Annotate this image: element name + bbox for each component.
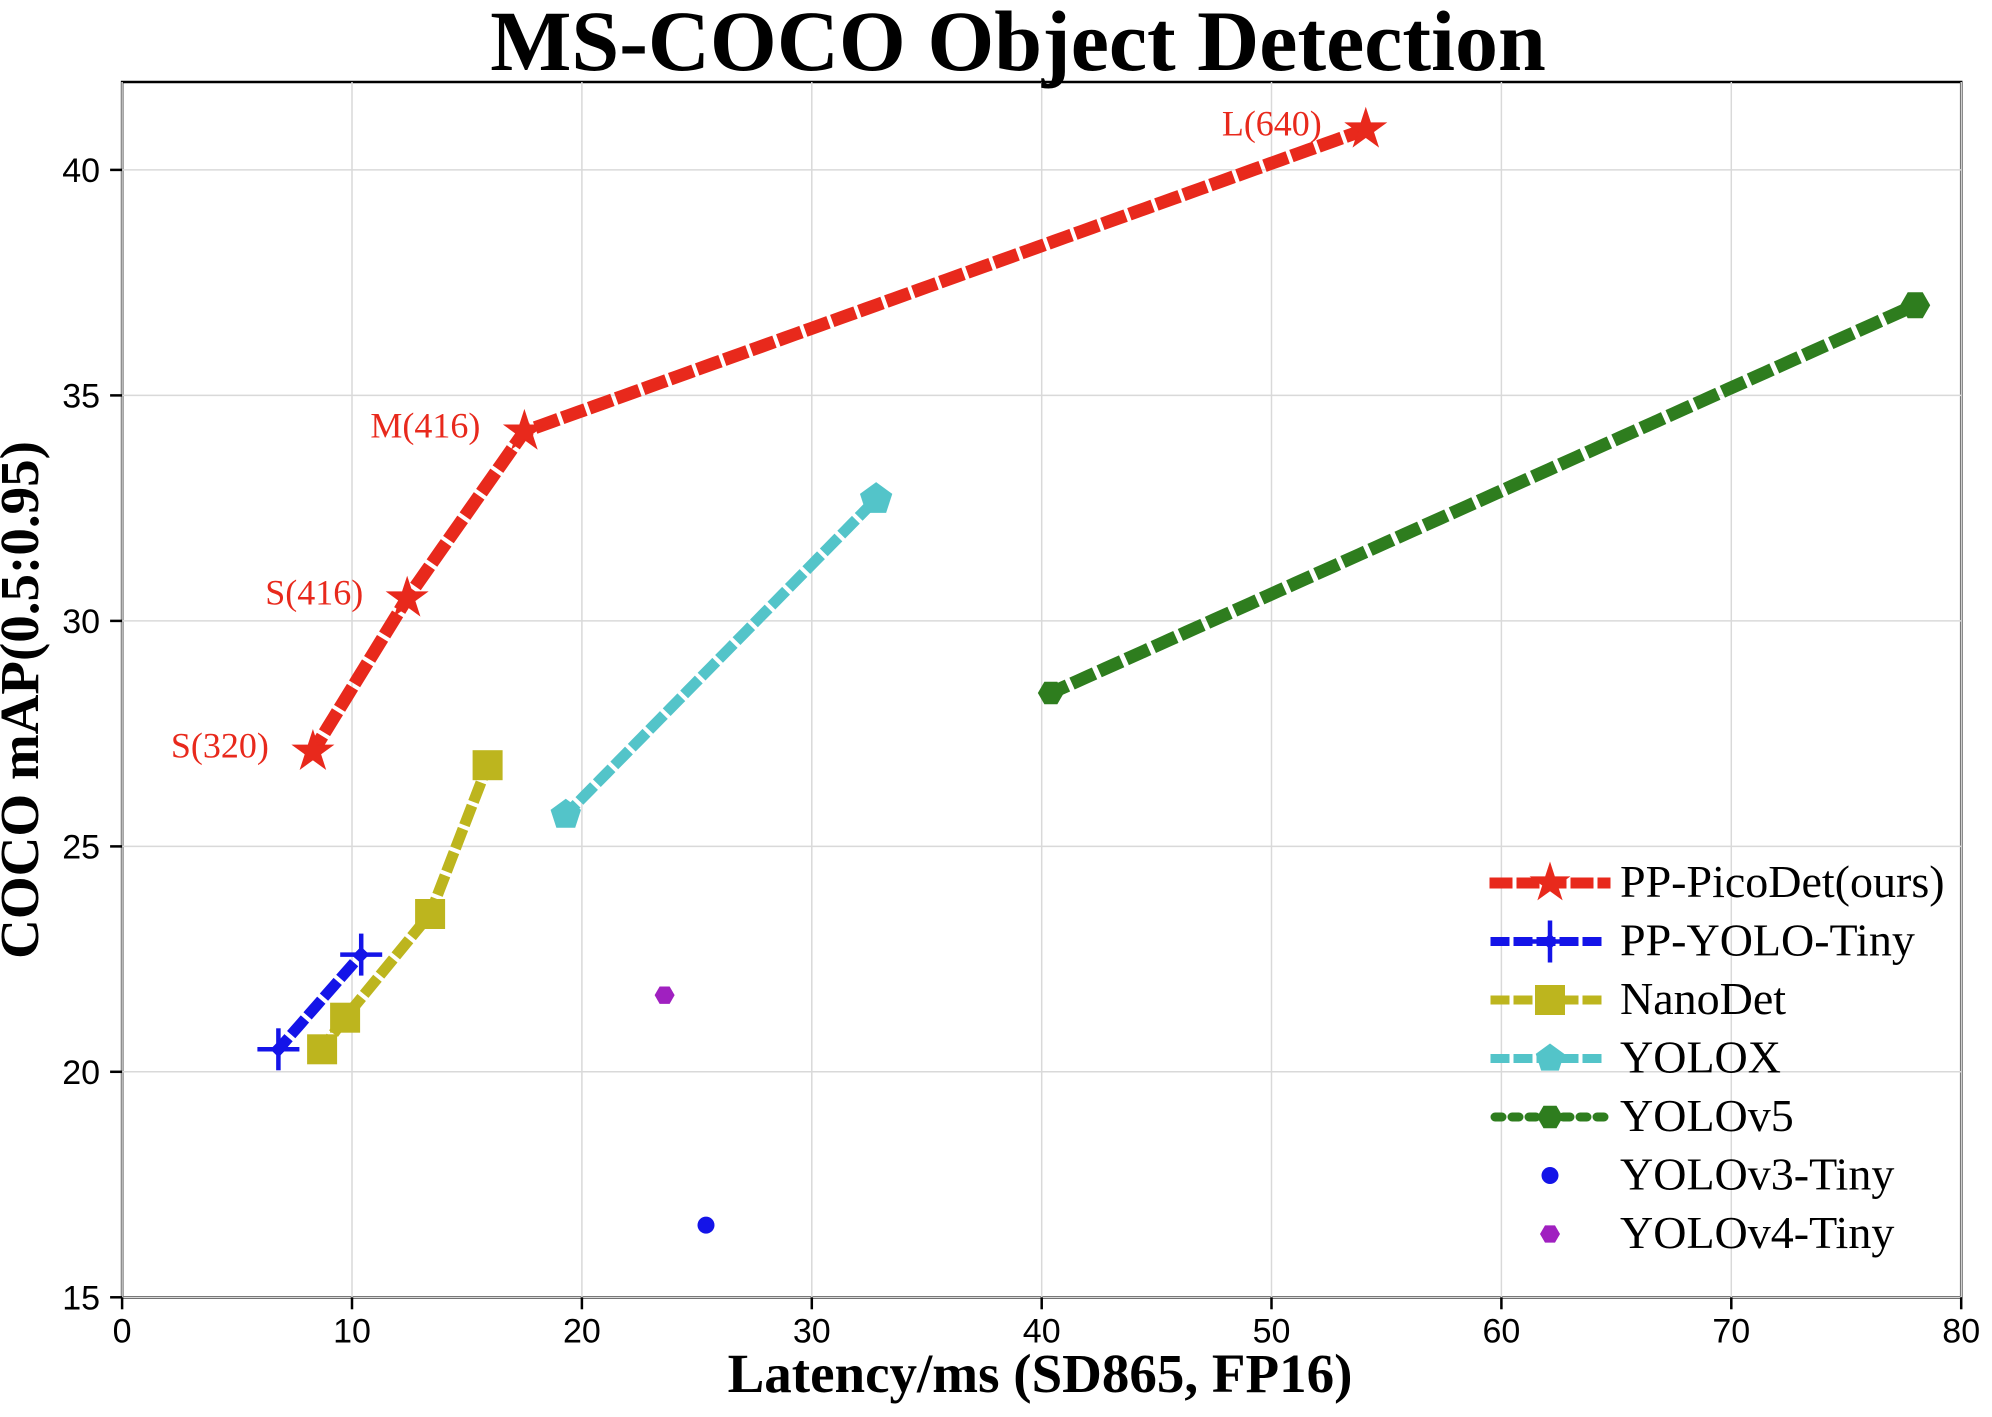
svg-text:YOLOX: YOLOX bbox=[1620, 1032, 1781, 1083]
svg-text:20: 20 bbox=[62, 1054, 100, 1092]
svg-text:M(416): M(416) bbox=[370, 406, 480, 446]
svg-text:PP-PicoDet(ours): PP-PicoDet(ours) bbox=[1620, 856, 1945, 907]
svg-text:S(416): S(416) bbox=[265, 572, 363, 612]
svg-text:70: 70 bbox=[1712, 1312, 1750, 1350]
svg-text:30: 30 bbox=[62, 603, 100, 641]
svg-text:YOLOv4-Tiny: YOLOv4-Tiny bbox=[1620, 1207, 1894, 1258]
svg-text:15: 15 bbox=[62, 1279, 100, 1317]
svg-text:S(320): S(320) bbox=[171, 726, 269, 766]
svg-text:YOLOv5: YOLOv5 bbox=[1620, 1090, 1794, 1141]
svg-text:35: 35 bbox=[62, 377, 100, 415]
svg-text:COCO mAP(0.5:0.95): COCO mAP(0.5:0.95) bbox=[0, 441, 50, 959]
svg-text:NanoDet: NanoDet bbox=[1620, 973, 1786, 1024]
svg-text:0: 0 bbox=[113, 1312, 132, 1350]
svg-text:40: 40 bbox=[62, 152, 100, 190]
svg-text:20: 20 bbox=[563, 1312, 601, 1350]
svg-text:25: 25 bbox=[62, 828, 100, 866]
svg-text:YOLOv3-Tiny: YOLOv3-Tiny bbox=[1620, 1149, 1894, 1200]
svg-text:Latency/ms (SD865, FP16): Latency/ms (SD865, FP16) bbox=[728, 1343, 1353, 1404]
svg-text:L(640): L(640) bbox=[1222, 103, 1322, 143]
svg-text:MS-COCO Object Detection: MS-COCO Object Detection bbox=[490, 0, 1546, 89]
svg-text:10: 10 bbox=[333, 1312, 371, 1350]
svg-text:60: 60 bbox=[1482, 1312, 1520, 1350]
svg-text:80: 80 bbox=[1942, 1312, 1980, 1350]
svg-text:PP-YOLO-Tiny: PP-YOLO-Tiny bbox=[1620, 915, 1915, 966]
